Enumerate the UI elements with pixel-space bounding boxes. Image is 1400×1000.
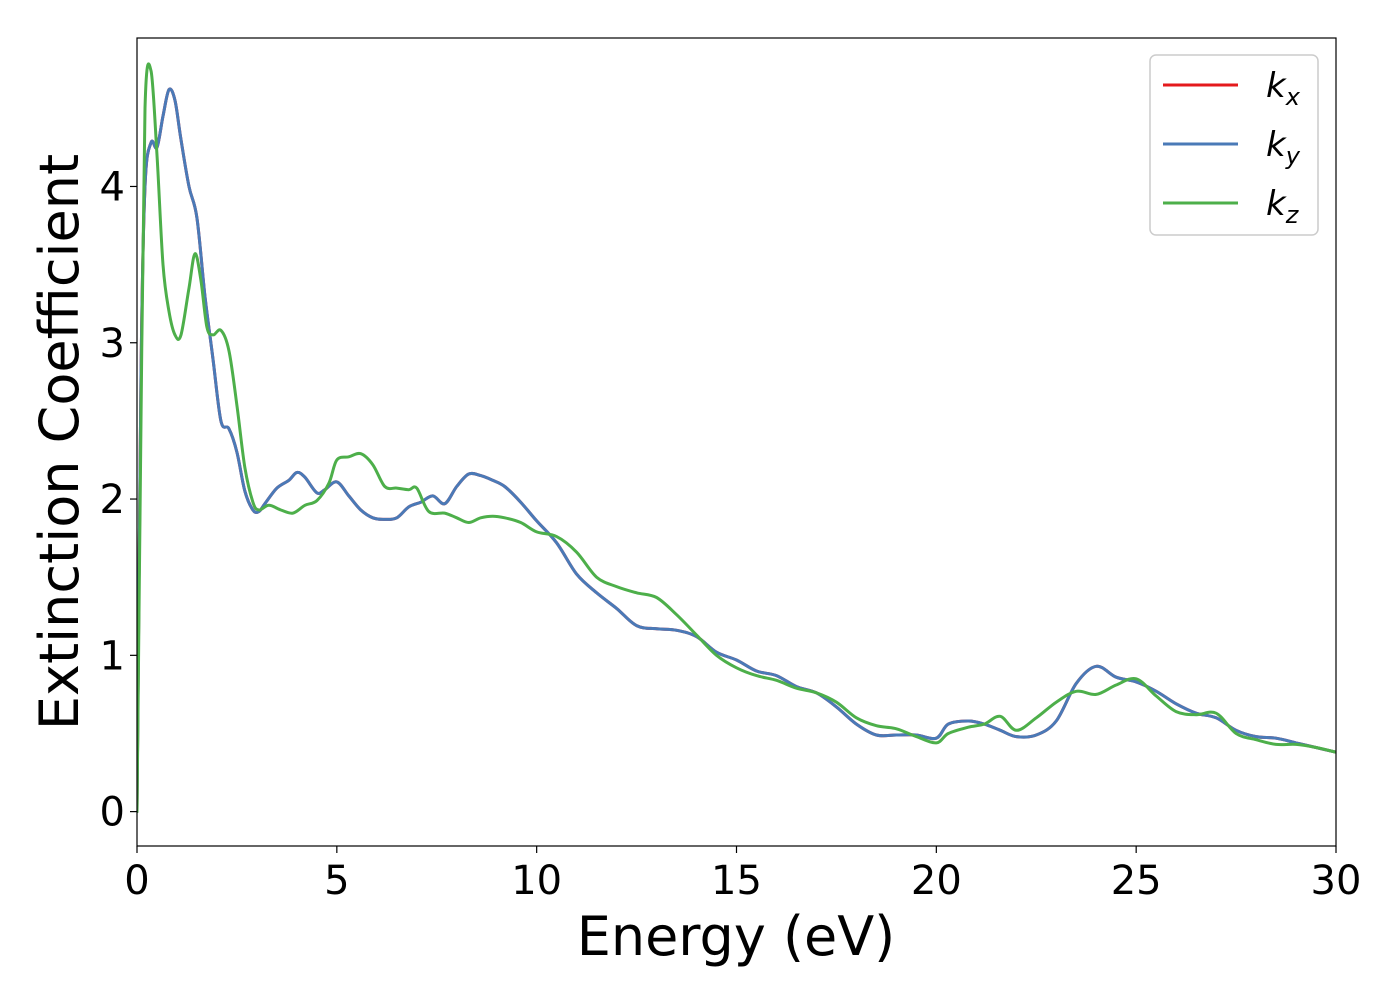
legend-label-subscript: x <box>1285 83 1301 111</box>
legend-label-k-z: kz <box>1266 184 1300 229</box>
y-axis: 0 1 2 3 4 <box>100 164 137 836</box>
y-tick-label: 2 <box>100 477 125 523</box>
x-axis: 0 5 10 15 20 25 30 <box>124 846 1361 904</box>
legend-label-subscript: y <box>1285 142 1301 170</box>
x-tick-label: 0 <box>124 858 149 904</box>
x-tick-label: 30 <box>1311 858 1362 904</box>
x-tick-label: 15 <box>711 858 762 904</box>
series-layer <box>137 62 1336 814</box>
legend-label-main: k <box>1266 66 1287 106</box>
plot-background <box>137 38 1336 846</box>
y-tick-label: 1 <box>100 633 125 679</box>
legend-label-subscript: z <box>1285 201 1300 229</box>
y-tick-label: 4 <box>100 164 125 210</box>
x-tick-label: 10 <box>511 858 562 904</box>
y-axis-title: Extinction Coefficient <box>28 154 91 730</box>
legend-label-main: k <box>1266 125 1287 165</box>
x-tick-label: 25 <box>1111 858 1162 904</box>
legend-label-k-x: kx <box>1266 66 1301 111</box>
x-tick-label: 5 <box>324 858 349 904</box>
y-tick-label: 0 <box>100 790 125 836</box>
series-line-k-y <box>137 87 1336 814</box>
legend-label-main: k <box>1266 184 1287 224</box>
x-axis-title: Energy (eV) <box>577 905 896 968</box>
legend-label-k-y: ky <box>1266 125 1301 170</box>
x-tick-label: 20 <box>911 858 962 904</box>
y-tick-label: 3 <box>100 321 125 367</box>
series-line-k-z <box>137 62 1336 814</box>
